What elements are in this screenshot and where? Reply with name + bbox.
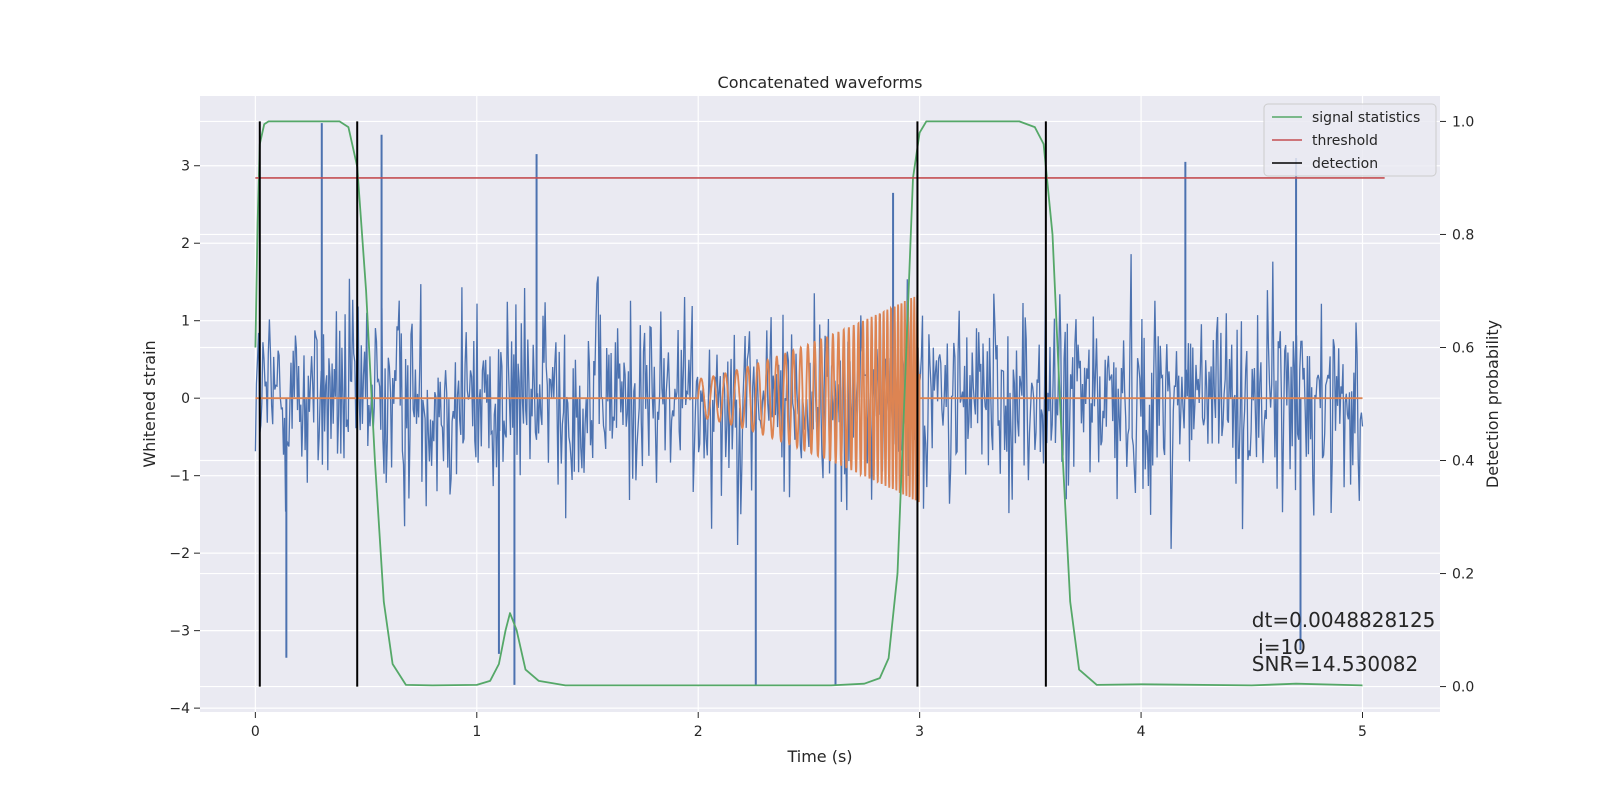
annotation-dt: dt=0.0048828125 — [1252, 608, 1436, 632]
y-tick-label-6: 2 — [181, 236, 190, 252]
signal-statistics-series — [254, 120, 1363, 687]
x-tick-label-0: 0 — [251, 724, 260, 740]
detection-series — [258, 121, 1047, 687]
annotation-i: i=10 — [1252, 635, 1306, 659]
legend-label-signal-statistics: signal statistics — [1312, 110, 1420, 126]
strain-line — [254, 254, 1364, 549]
y-axis-right: 0.0 0.2 0.4 0.6 0.8 1.0 — [1440, 114, 1474, 696]
x-tick-label-2: 2 — [694, 724, 703, 740]
y-tick-label-1: −3 — [169, 624, 190, 640]
y-tick-label-5: 1 — [181, 314, 190, 330]
y-axis-left: −4 −3 −2 −1 0 1 2 3 — [169, 159, 200, 717]
annotation-snr: SNR=14.530082 — [1252, 652, 1418, 676]
annotations: dt=0.0048828125 i=10 SNR=14.530082 — [1252, 608, 1436, 676]
y-tick-label-3: −1 — [169, 469, 190, 485]
x-tick-label-5: 5 — [1358, 724, 1367, 740]
y-axis-label-left: Whitened strain — [140, 340, 159, 467]
x-tick-label-1: 1 — [472, 724, 481, 740]
y-right-tick-label-3: 0.6 — [1452, 340, 1474, 356]
template-line — [255, 295, 1363, 503]
legend: signal statistics threshold detection — [1263, 103, 1437, 177]
y-tick-label-7: 3 — [181, 159, 190, 175]
y-right-tick-label-5: 1.0 — [1452, 114, 1474, 130]
legend-box — [1263, 103, 1437, 177]
y-right-tick-label-0: 0.0 — [1452, 680, 1474, 696]
signal-statistics-line — [254, 120, 1363, 687]
y-right-tick-label-4: 0.8 — [1452, 227, 1474, 243]
legend-label-detection: detection — [1312, 156, 1378, 172]
legend-label-threshold: threshold — [1312, 133, 1378, 149]
x-axis-label: Time (s) — [786, 747, 852, 766]
y-tick-label-2: −2 — [169, 546, 190, 562]
x-tick-label-4: 4 — [1137, 724, 1146, 740]
y-axis-label-right: Detection probability — [1483, 320, 1502, 488]
y-right-tick-label-1: 0.2 — [1452, 567, 1474, 583]
template-series — [255, 295, 1363, 503]
x-tick-label-3: 3 — [915, 724, 924, 740]
chart-title: Concatenated waveforms — [718, 73, 923, 92]
x-axis: 0 1 2 3 4 5 — [251, 712, 1367, 740]
y-tick-label-4: 0 — [181, 391, 190, 407]
y-tick-label-0: −4 — [169, 701, 190, 717]
y-right-tick-label-2: 0.4 — [1452, 454, 1474, 470]
